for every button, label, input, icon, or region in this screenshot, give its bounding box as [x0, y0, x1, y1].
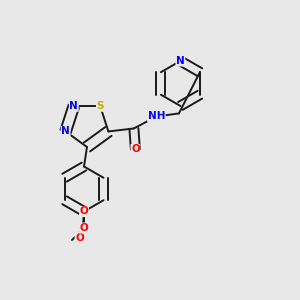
Text: O: O — [80, 223, 88, 233]
Text: N: N — [69, 101, 78, 111]
Text: S: S — [97, 101, 104, 111]
Text: N: N — [176, 56, 185, 66]
Text: NH: NH — [148, 112, 165, 122]
Text: O: O — [131, 145, 140, 154]
Text: N: N — [61, 127, 70, 136]
Text: O: O — [75, 232, 84, 243]
Text: O: O — [80, 206, 88, 217]
